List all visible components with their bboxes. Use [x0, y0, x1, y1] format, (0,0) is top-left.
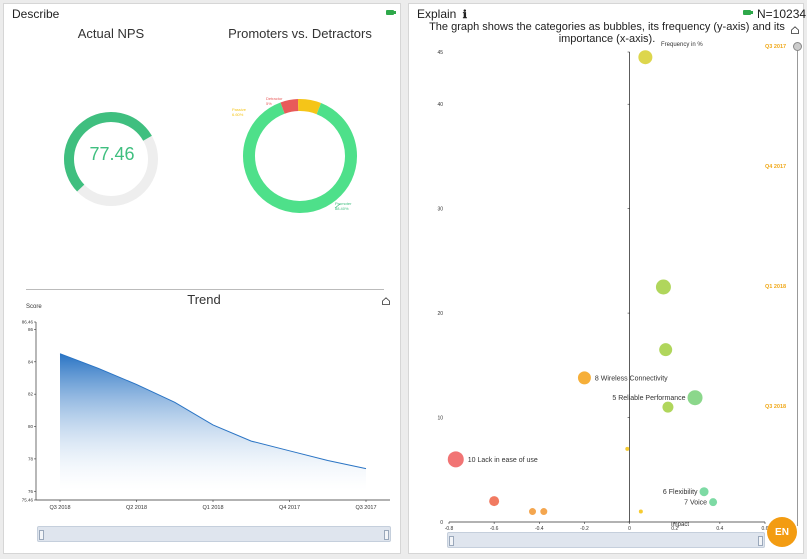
divider — [26, 289, 384, 290]
home-icon[interactable] — [791, 26, 799, 34]
bubble[interactable] — [655, 279, 671, 295]
bubble[interactable] — [638, 509, 643, 514]
bubble-y-tick-label: 20 — [437, 311, 443, 317]
quarter-label: Q3 2018 — [765, 404, 787, 410]
bubble-label: 8 Wireless Connectivity — [595, 375, 668, 382]
trend-y-tick-label: 86.46 — [22, 320, 34, 325]
trend-y-tick-label: 82 — [28, 392, 34, 397]
trend-y-tick-label: 84 — [28, 359, 34, 364]
trend-x-tick-label: Q4 2017 — [279, 505, 300, 511]
donut-slice-detractor — [280, 99, 299, 114]
panel-title: Describe — [12, 7, 60, 21]
trend-x-tick-label: Q3 2018 — [49, 505, 70, 511]
trend-x-tick-label: Q3 2017 — [355, 505, 376, 511]
time-slider-handle[interactable] — [793, 42, 802, 51]
bubble-y-tick-label: 40 — [437, 102, 443, 108]
bubble-x-tick-label: 0 — [628, 526, 631, 532]
detractor-label: Detractor 5% — [266, 96, 283, 106]
bubble-y-tick-label: 30 — [437, 207, 443, 213]
chart-description: The graph shows the categories as bubble… — [429, 21, 785, 45]
explain-title: Explain — [417, 7, 457, 21]
bubble-x-tick-label: -0.6 — [490, 526, 499, 532]
bubble-label: 5 Reliable Performance — [612, 395, 685, 402]
bubble-y-tick-label: 45 — [437, 50, 443, 56]
bubble[interactable] — [687, 390, 703, 406]
x-axis-label: Impact — [671, 522, 690, 528]
time-slider-track[interactable] — [797, 48, 798, 526]
quarter-label: Q1 2018 — [765, 284, 787, 290]
donut-slice-passive — [297, 99, 322, 115]
bubble-y-tick-label: 10 — [437, 416, 443, 422]
nps-gauge — [64, 112, 158, 206]
battery-icon — [743, 10, 753, 15]
trend-title: Trend — [187, 292, 221, 307]
trend-chart: 75.46 76 78 80 82 84 86 86.46 Q3 2018 Q2 2018 Q1 2… — [22, 320, 390, 511]
y-axis-label: Frequency in % — [661, 42, 703, 48]
bubble-x-tick-label: -0.2 — [580, 526, 589, 532]
impact-range-slider[interactable] — [447, 532, 765, 548]
bubble[interactable] — [489, 496, 500, 507]
home-icon[interactable] — [382, 297, 390, 305]
n-count: N=10234 — [757, 7, 807, 21]
pvd-donut — [243, 99, 357, 213]
bubble[interactable] — [699, 487, 709, 497]
trend-ylabel: Score — [26, 304, 42, 310]
bubble[interactable] — [709, 498, 718, 507]
bubble-x-tick-label: -0.8 — [445, 526, 454, 532]
range-handle-right[interactable] — [384, 530, 389, 540]
trend-line — [59, 353, 367, 470]
trend-y-tick-label: 76 — [28, 489, 34, 494]
panel-title: Explain ℹ — [417, 7, 467, 21]
bubble[interactable] — [659, 343, 673, 357]
passive-label: Passive 6.60% — [232, 107, 247, 117]
promoter-label: Promoter 88.40% — [335, 201, 352, 211]
nps-value: 77.46 — [89, 144, 135, 164]
bubble-label: 10 Lack in ease of use — [468, 457, 538, 464]
trend-area — [60, 353, 366, 490]
bubble-label: 6 Flexibility — [663, 489, 698, 496]
promoter-leader-line — [334, 203, 341, 209]
bubble-x-tick-label: 0.2 — [671, 526, 678, 532]
range-handle-left[interactable] — [39, 530, 44, 540]
info-icon[interactable]: ℹ — [462, 9, 467, 21]
nps-gauge-arc — [64, 112, 152, 192]
bubble[interactable] — [577, 371, 591, 385]
pvd-title: Promoters vs. Detractors — [228, 26, 372, 41]
bubble[interactable] — [638, 50, 653, 65]
bubble-x-tick-label: -0.4 — [535, 526, 544, 532]
range-handle-left[interactable] — [449, 536, 454, 546]
nps-title: Actual NPS — [77, 26, 145, 41]
bubble[interactable] — [662, 401, 674, 413]
bubble-y-tick-label: 0 — [440, 520, 443, 526]
range-handle-right[interactable] — [758, 536, 763, 546]
donut-slice-promoter — [243, 102, 357, 213]
trend-y-tick-label: 86 — [28, 327, 34, 332]
bubble-x-tick-label: 0.6 — [762, 526, 769, 532]
trend-y-tick-label: 75.46 — [22, 498, 34, 503]
battery-icon — [386, 10, 396, 15]
bubble-x-tick-label: 0.4 — [716, 526, 723, 532]
language-button[interactable]: EN — [767, 517, 797, 547]
quarter-label: Q3 2017 — [765, 44, 787, 50]
bubble[interactable] — [447, 451, 464, 468]
bubble-chart: 0 10 20 30 40 45 -0.8 -0.6 -0.4 -0.2 0 0.2 0.4 0.6 8 W… — [437, 50, 769, 532]
detractor-leader-line — [285, 101, 293, 111]
bubble[interactable] — [625, 446, 630, 451]
trend-x-tick-label: Q2 2018 — [126, 505, 147, 511]
trend-range-slider[interactable] — [37, 526, 391, 542]
quarter-label: Q4 2017 — [765, 164, 787, 170]
bubble[interactable] — [529, 508, 537, 516]
describe-panel: Describe Actual NPS Promoters vs. Detrac… — [3, 3, 401, 554]
trend-y-tick-label: 78 — [28, 456, 34, 461]
bubble-label: 7 Voice — [684, 500, 707, 507]
explain-panel: Explain ℹ N=10234 The graph shows the ca… — [408, 3, 807, 554]
bubble[interactable] — [540, 508, 548, 516]
trend-y-tick-label: 80 — [28, 424, 34, 429]
trend-x-tick-label: Q1 2018 — [202, 505, 223, 511]
